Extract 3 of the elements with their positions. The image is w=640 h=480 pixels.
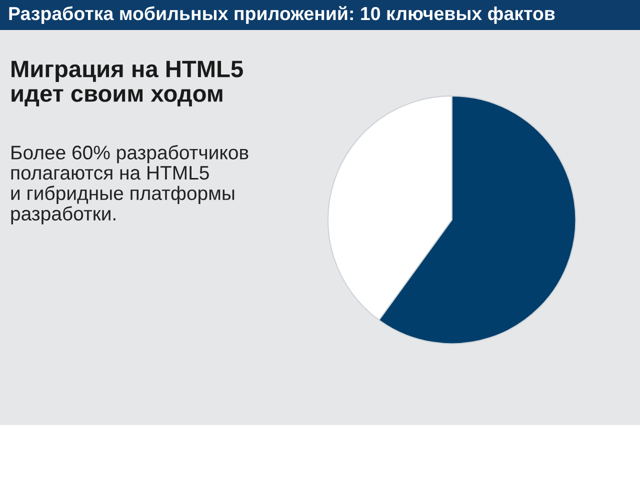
text: Более 60% разработчиков полагаются на HTML5 и гибридные платформы разработки. xyxy=(11,145,248,224)
text: Миграция на HTML5 идет своим ходом xyxy=(12,60,243,106)
chart-title: Разработка мобильных приложений: 10 ключевых фактов xyxy=(9,6,555,24)
